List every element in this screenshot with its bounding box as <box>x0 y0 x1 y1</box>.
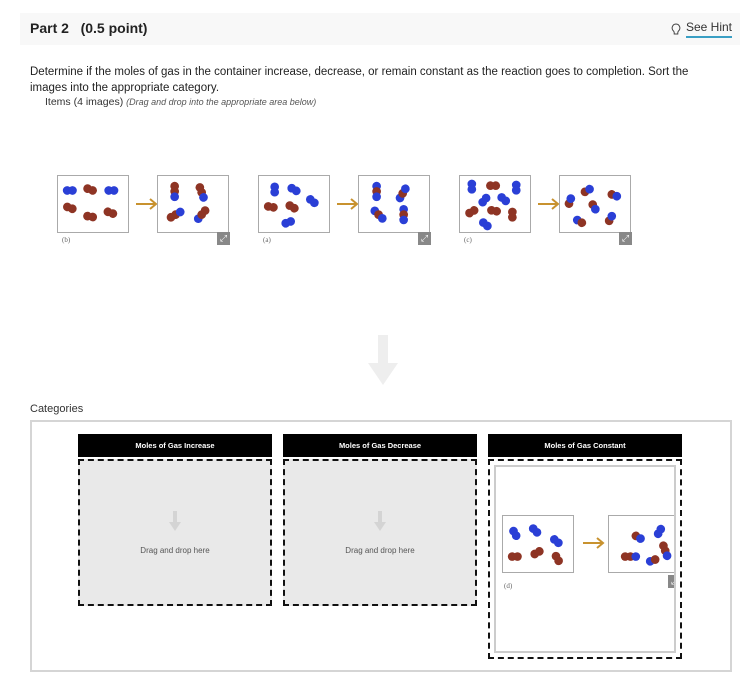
lightbulb-icon <box>671 22 681 34</box>
molecule <box>478 193 491 207</box>
molecule <box>551 551 563 566</box>
image-label: (d) <box>504 582 513 590</box>
drop-zone-decrease[interactable]: Drag and drop here <box>283 459 477 606</box>
category-constant: Moles of Gas Constant (d) ⤢ <box>488 434 682 659</box>
reaction-panel <box>258 175 330 233</box>
molecule <box>166 207 185 222</box>
drop-placeholder: Drag and drop here <box>140 546 210 555</box>
image-label: (b) <box>62 236 71 244</box>
categories-label: Categories <box>30 403 84 415</box>
molecule <box>287 183 301 196</box>
molecule <box>103 207 118 218</box>
category-increase: Moles of Gas Increase Drag and drop here <box>78 434 272 606</box>
molecule <box>170 181 179 202</box>
molecule <box>549 535 563 548</box>
molecule <box>467 179 477 194</box>
molecule <box>572 215 587 228</box>
see-hint-label[interactable]: See Hint <box>685 20 732 38</box>
molecule <box>645 555 660 566</box>
reaction-panel <box>358 175 430 233</box>
molecule <box>62 202 77 214</box>
molecule <box>564 194 576 208</box>
molecule <box>465 206 479 218</box>
expand-icon[interactable]: ⤢ <box>217 232 230 245</box>
drop-placeholder: Drag and drop here <box>345 546 415 555</box>
drop-zone-constant[interactable]: (d) ⤢ <box>488 459 682 659</box>
molecule <box>653 524 666 539</box>
molecule <box>511 180 521 195</box>
molecule <box>580 184 594 197</box>
molecule <box>370 206 387 223</box>
question-prompt: Determine if the moles of gas in the con… <box>30 66 689 94</box>
see-hint-button[interactable]: See Hint <box>671 20 732 38</box>
reaction-panel <box>559 175 631 233</box>
down-arrow-icon <box>368 335 398 385</box>
categories-container <box>30 420 732 672</box>
down-arrow-icon <box>169 511 181 531</box>
molecule <box>607 190 622 201</box>
expand-icon[interactable]: ⤢ <box>418 232 431 245</box>
molecule <box>195 183 208 202</box>
reaction-panel <box>157 175 229 233</box>
items-label: Items (4 images) <box>45 96 124 108</box>
molecule <box>281 217 296 228</box>
molecule <box>530 547 544 559</box>
molecule <box>620 552 641 561</box>
image-label: (a) <box>263 236 271 244</box>
molecule <box>104 186 119 195</box>
reaction-panel <box>502 515 574 573</box>
molecule <box>395 184 410 203</box>
part-header: Part 2 (0.5 point) See Hint <box>20 13 740 45</box>
expand-icon[interactable]: ⤢ <box>619 232 632 245</box>
molecule <box>659 541 672 561</box>
expand-icon[interactable]: ⤢ <box>668 575 674 588</box>
reaction-panel <box>608 515 674 573</box>
placed-item-d[interactable]: (d) ⤢ <box>494 465 676 653</box>
down-arrow-icon <box>374 511 386 531</box>
molecule <box>285 201 299 213</box>
molecule <box>509 526 521 541</box>
molecule <box>83 211 98 222</box>
category-title: Moles of Gas Increase <box>78 434 272 457</box>
molecule <box>631 531 645 543</box>
reaction-arrow-icon <box>135 197 159 210</box>
reaction-panel <box>459 175 531 233</box>
reaction-arrow-icon <box>582 536 606 549</box>
molecule <box>263 202 278 212</box>
category-title: Moles of Gas Decrease <box>283 434 477 457</box>
molecule <box>372 181 381 202</box>
molecule <box>588 200 600 214</box>
molecule <box>62 186 77 195</box>
items-heading: Items (4 images) (Drag and drop into the… <box>45 96 316 108</box>
molecule <box>83 184 97 195</box>
molecule <box>478 218 492 231</box>
reaction-arrow-icon <box>537 197 561 210</box>
molecule <box>193 206 210 224</box>
image-label: (c) <box>464 236 472 244</box>
molecule <box>399 204 408 225</box>
category-decrease: Moles of Gas Decrease Drag and drop here <box>283 434 477 606</box>
category-title: Moles of Gas Constant <box>488 434 682 457</box>
molecule <box>487 205 501 216</box>
molecule <box>305 195 319 208</box>
molecule <box>508 207 517 222</box>
reaction-arrow-icon <box>336 197 360 210</box>
molecule <box>486 181 501 190</box>
molecule <box>270 182 280 197</box>
drop-zone-increase[interactable]: Drag and drop here <box>78 459 272 606</box>
reaction-panel <box>57 175 129 233</box>
molecule <box>497 193 511 206</box>
part-title: Part 2 (0.5 point) <box>30 20 148 36</box>
items-instruction: (Drag and drop into the appropriate area… <box>126 97 317 107</box>
molecule <box>507 552 522 561</box>
molecule <box>604 211 617 226</box>
molecule <box>528 524 542 537</box>
